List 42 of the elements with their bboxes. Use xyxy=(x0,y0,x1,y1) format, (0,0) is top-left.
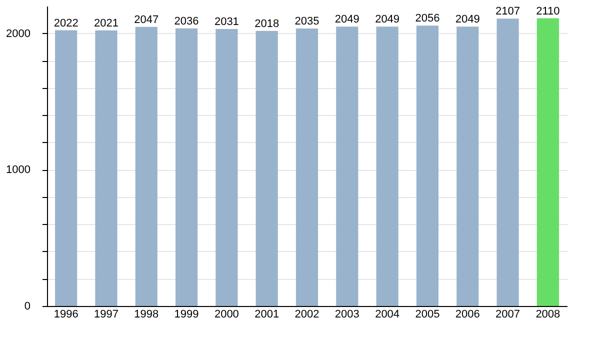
x-tick-label: 2005 xyxy=(415,308,440,320)
data-label: 2049 xyxy=(334,14,360,26)
bar xyxy=(536,18,559,306)
x-tick-label: 2006 xyxy=(455,308,480,320)
bar xyxy=(55,30,78,306)
data-label: 2056 xyxy=(415,12,440,25)
bar xyxy=(256,30,278,306)
x-tick-label: 2003 xyxy=(334,308,360,320)
data-label: 2022 xyxy=(54,17,78,30)
bar xyxy=(456,26,479,306)
y-tick-label: 0 xyxy=(24,300,30,312)
data-label: 2047 xyxy=(134,14,159,26)
bar xyxy=(216,29,238,306)
x-tick-label: 2007 xyxy=(496,308,520,320)
bar xyxy=(95,30,118,306)
data-label: 2035 xyxy=(294,16,320,28)
x-tick-label: 1999 xyxy=(174,308,199,320)
data-label: 2036 xyxy=(174,15,199,28)
bar xyxy=(336,26,358,306)
x-tick-label: 2004 xyxy=(375,308,400,320)
x-tick-label: 2008 xyxy=(536,308,560,320)
x-tick-label: 2002 xyxy=(294,308,320,320)
data-label: 2049 xyxy=(375,14,400,26)
y-tick-label: 2000 xyxy=(6,28,30,40)
x-tick-label: 1997 xyxy=(94,308,118,320)
x-tick-label: 1996 xyxy=(54,308,78,320)
data-label: 2110 xyxy=(536,5,560,18)
y-tick-label: 1000 xyxy=(6,164,30,176)
x-tick-label: 2000 xyxy=(214,308,239,320)
data-label: 2021 xyxy=(94,17,118,30)
data-label: 2018 xyxy=(254,18,280,30)
bar xyxy=(175,28,198,306)
x-tick-label: 1998 xyxy=(134,308,159,320)
data-label: 2049 xyxy=(455,14,480,26)
x-tick-label: 2001 xyxy=(254,308,280,320)
bar xyxy=(376,26,398,306)
data-label: 2031 xyxy=(214,16,239,28)
bar xyxy=(496,18,519,306)
bar xyxy=(296,28,318,306)
data-label: 2107 xyxy=(496,6,520,18)
bar xyxy=(135,26,158,306)
bar xyxy=(416,26,439,306)
